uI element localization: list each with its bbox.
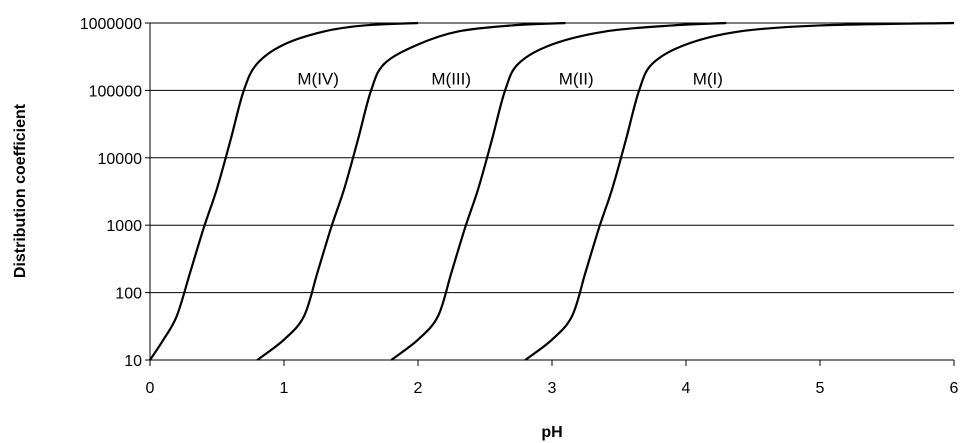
y-tick-label: 1000 — [106, 218, 142, 235]
series-label-m-ii: M(II) — [559, 70, 594, 89]
y-tick-label: 100000 — [89, 83, 142, 100]
series-line-m-i — [524, 21, 955, 361]
series-label-m-iv: M(IV) — [297, 70, 339, 89]
y-tick-label: 100 — [115, 286, 142, 303]
x-tick-label: 1 — [280, 380, 289, 397]
y-tick-label: 10 — [124, 353, 142, 370]
series-label-m-iii: M(III) — [431, 70, 471, 89]
series-label-m-i: M(I) — [693, 70, 723, 89]
y-axis-title: Distribution coefficient — [12, 103, 29, 278]
y-tick-label: 10000 — [98, 151, 143, 168]
x-tick-label: 6 — [950, 380, 959, 397]
x-tick-label: 4 — [682, 380, 691, 397]
curve-layer — [149, 21, 955, 361]
series-line-m-iii — [256, 21, 566, 361]
x-tick-label: 2 — [414, 380, 423, 397]
x-tick-label: 0 — [146, 380, 155, 397]
x-tick-label: 3 — [548, 380, 557, 397]
x-axis-title: pH — [541, 424, 562, 441]
grid-layer — [145, 22, 955, 366]
label-layer: 10 100 1000 10000 100000 1000000 0 1 2 3 4 5 6 M(IV) M… — [80, 16, 959, 397]
x-tick-label: 5 — [816, 380, 825, 397]
series-line-m-ii — [390, 21, 727, 361]
y-tick-label: 1000000 — [80, 16, 142, 33]
series-line-m-iv — [149, 21, 419, 361]
